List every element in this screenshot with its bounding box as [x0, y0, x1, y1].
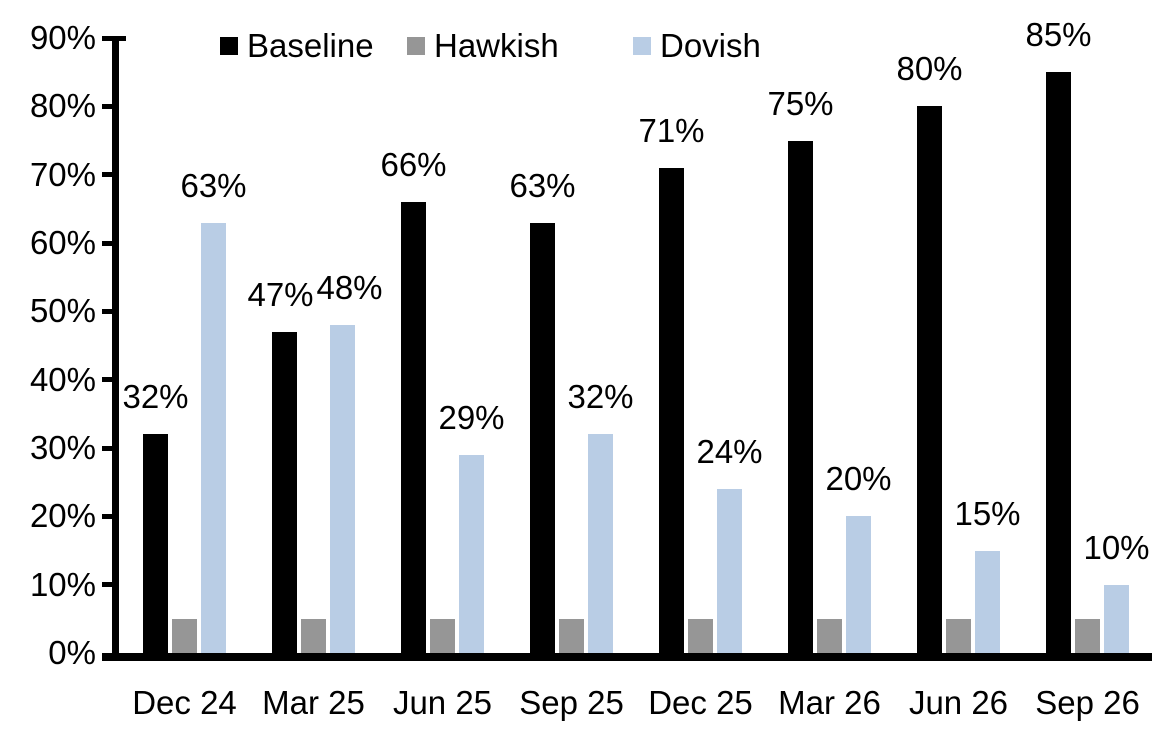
x-axis-label-dec-24: Dec 24 — [132, 684, 237, 721]
bar-baseline-sep-25 — [530, 222, 555, 653]
x-axis-label-jun-25: Jun 25 — [392, 684, 493, 721]
bar-hawkish-mar-26 — [817, 618, 842, 653]
bar-hawkish-sep-26 — [1075, 618, 1100, 653]
legend-label-hawkish: Hawkish — [434, 27, 559, 64]
legend-swatch-baseline — [220, 37, 238, 55]
x-axis-label-sep-25: Sep 25 — [519, 684, 624, 721]
data-label-dovish-jun-25: 29% — [438, 398, 505, 436]
x-axis-label-mar-25: Mar 25 — [262, 684, 365, 721]
legend-item-hawkish: Hawkish — [407, 28, 559, 64]
plot-area: 32% 63% 47% 48% 66% 29% 63% 32% 71% 24% 75% 20% 80% 1… — [120, 18, 1152, 653]
bar-baseline-mar-25 — [272, 331, 297, 653]
bar-dovish-dec-25 — [717, 489, 742, 653]
y-axis-tick-label: 70% — [29, 155, 96, 193]
legend-item-dovish: Dovish — [633, 28, 761, 64]
data-label-dovish-sep-25: 32% — [567, 378, 634, 416]
y-axis-tick-label: 40% — [29, 360, 96, 398]
bar-baseline-jun-25 — [401, 202, 426, 653]
bar-baseline-sep-26 — [1046, 72, 1071, 653]
bar-dovish-sep-25 — [588, 434, 613, 653]
bar-dovish-sep-26 — [1104, 584, 1129, 653]
y-axis-tick — [102, 582, 112, 588]
x-axis-label-jun-26: Jun 26 — [908, 684, 1009, 721]
y-axis-tick-label: 50% — [29, 292, 96, 330]
x-axis-label-sep-26: Sep 26 — [1035, 684, 1140, 721]
bar-hawkish-dec-24 — [172, 618, 197, 653]
data-label-baseline-dec-24: 32% — [122, 378, 189, 416]
data-label-baseline-jun-25: 66% — [380, 146, 447, 183]
data-label-baseline-dec-25: 71% — [638, 111, 705, 149]
y-axis-tick-label: 30% — [29, 429, 96, 466]
y-axis-tick — [102, 377, 112, 383]
bar-hawkish-dec-25 — [688, 618, 713, 653]
data-label-dovish-sep-26: 10% — [1083, 528, 1150, 566]
y-axis-tick — [102, 513, 112, 519]
y-axis-tick — [102, 308, 112, 314]
x-axis-line — [102, 653, 1152, 661]
y-axis-tick — [102, 103, 112, 109]
bar-baseline-dec-25 — [659, 167, 684, 653]
bar-dovish-jun-25 — [459, 454, 484, 653]
legend-label-dovish: Dovish — [660, 27, 761, 64]
bar-hawkish-mar-25 — [301, 618, 326, 653]
data-label-dovish-dec-25: 24% — [696, 433, 763, 470]
bar-baseline-dec-24 — [143, 434, 168, 653]
data-label-baseline-sep-25: 63% — [509, 166, 576, 204]
y-axis-tick-label: 60% — [29, 224, 96, 261]
bar-hawkish-jun-26 — [946, 618, 971, 653]
bar-hawkish-jun-25 — [430, 618, 455, 653]
data-label-dovish-dec-24: 63% — [180, 166, 247, 204]
data-label-baseline-sep-26: 85% — [1025, 16, 1092, 54]
y-axis-tick-label: 20% — [29, 497, 96, 535]
y-axis-tick — [102, 445, 112, 451]
data-label-dovish-jun-26: 15% — [954, 494, 1021, 532]
legend-swatch-hawkish — [407, 37, 425, 55]
y-axis-tick — [102, 35, 126, 41]
data-label-baseline-mar-26: 75% — [767, 84, 834, 122]
bar-baseline-jun-26 — [917, 106, 942, 653]
legend-label-baseline: Baseline — [247, 27, 374, 64]
data-label-baseline-jun-26: 80% — [896, 50, 963, 88]
y-axis-line — [112, 36, 119, 661]
data-label-dovish-mar-26: 20% — [825, 460, 892, 498]
y-axis-tick-label: 90% — [29, 19, 96, 56]
bar-dovish-mar-25 — [330, 325, 355, 653]
bar-dovish-jun-26 — [975, 550, 1000, 653]
y-axis-tick-label: 0% — [48, 634, 96, 671]
bar-hawkish-sep-25 — [559, 618, 584, 653]
y-axis-tick-label: 80% — [29, 87, 96, 125]
bar-dovish-dec-24 — [201, 222, 226, 653]
data-label-baseline-mar-25: 47% — [247, 275, 314, 313]
data-label-dovish-mar-25: 48% — [316, 269, 383, 306]
y-axis-tick — [102, 172, 112, 178]
legend-swatch-dovish — [633, 37, 651, 55]
legend-item-baseline: Baseline — [220, 28, 374, 64]
y-axis-tick — [102, 240, 112, 246]
x-axis-label-mar-26: Mar 26 — [778, 684, 881, 721]
y-axis-tick-label: 10% — [29, 565, 96, 603]
bar-baseline-mar-26 — [788, 140, 813, 653]
x-axis-label-dec-25: Dec 25 — [648, 684, 753, 721]
bar-dovish-mar-26 — [846, 516, 871, 653]
